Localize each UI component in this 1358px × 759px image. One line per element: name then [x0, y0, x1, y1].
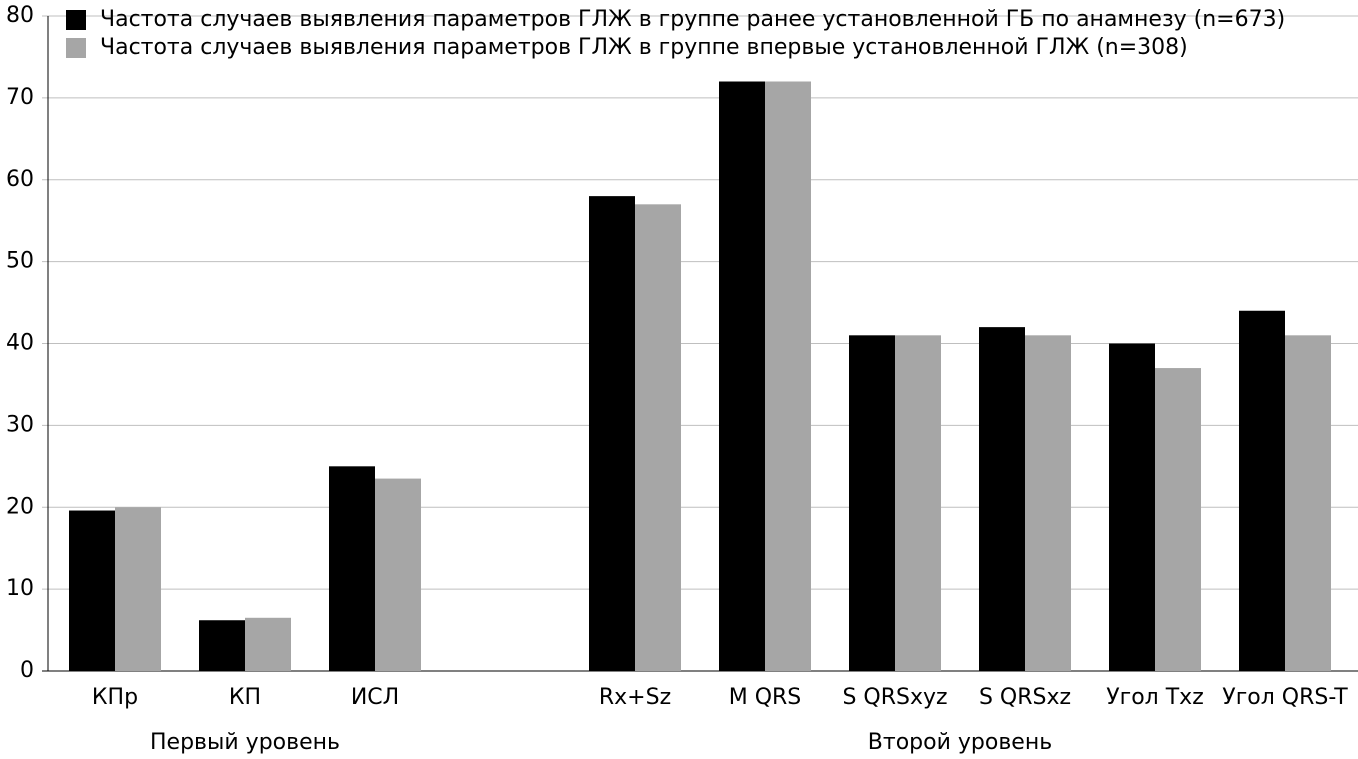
group-label: Первый уровень	[150, 730, 340, 755]
y-tick-label: 10	[6, 576, 34, 601]
bar	[115, 507, 161, 671]
bar	[1155, 368, 1201, 671]
x-tick-label: ИСЛ	[351, 685, 399, 710]
legend-label: Частота случаев выявления параметров ГЛЖ…	[100, 7, 1285, 32]
y-tick-label: 0	[20, 658, 34, 683]
bar	[589, 196, 635, 671]
y-tick-label: 70	[6, 85, 34, 110]
x-tick-label: КПр	[92, 685, 138, 710]
bar	[1285, 335, 1331, 671]
y-tick-label: 50	[6, 249, 34, 274]
legend-swatch	[66, 38, 86, 58]
bar	[329, 466, 375, 671]
bar	[375, 478, 421, 671]
y-tick-label: 80	[6, 3, 34, 28]
bar	[199, 620, 245, 671]
y-tick-label: 30	[6, 412, 34, 437]
bar	[69, 510, 115, 671]
legend-label: Частота случаев выявления параметров ГЛЖ…	[100, 35, 1188, 60]
bar	[979, 327, 1025, 671]
x-tick-label: Угол Txz	[1106, 685, 1204, 710]
bar	[849, 335, 895, 671]
x-tick-label: S QRSxz	[979, 685, 1071, 710]
x-tick-label: S QRSxyz	[842, 685, 947, 710]
x-tick-label: КП	[229, 685, 261, 710]
x-tick-label: Rx+Sz	[599, 685, 671, 710]
bar	[245, 617, 291, 671]
x-tick-label: Угол QRS-T	[1222, 685, 1348, 710]
bar	[1109, 343, 1155, 671]
y-tick-label: 60	[6, 167, 34, 192]
bar	[719, 81, 765, 671]
y-tick-label: 20	[6, 494, 34, 519]
bar	[895, 335, 941, 671]
y-tick-label: 40	[6, 331, 34, 356]
bar	[635, 204, 681, 671]
bar	[1239, 310, 1285, 671]
legend-swatch	[66, 10, 86, 30]
group-label: Второй уровень	[868, 730, 1052, 755]
bar	[1025, 335, 1071, 671]
bar	[765, 81, 811, 671]
x-tick-label: M QRS	[729, 685, 802, 710]
